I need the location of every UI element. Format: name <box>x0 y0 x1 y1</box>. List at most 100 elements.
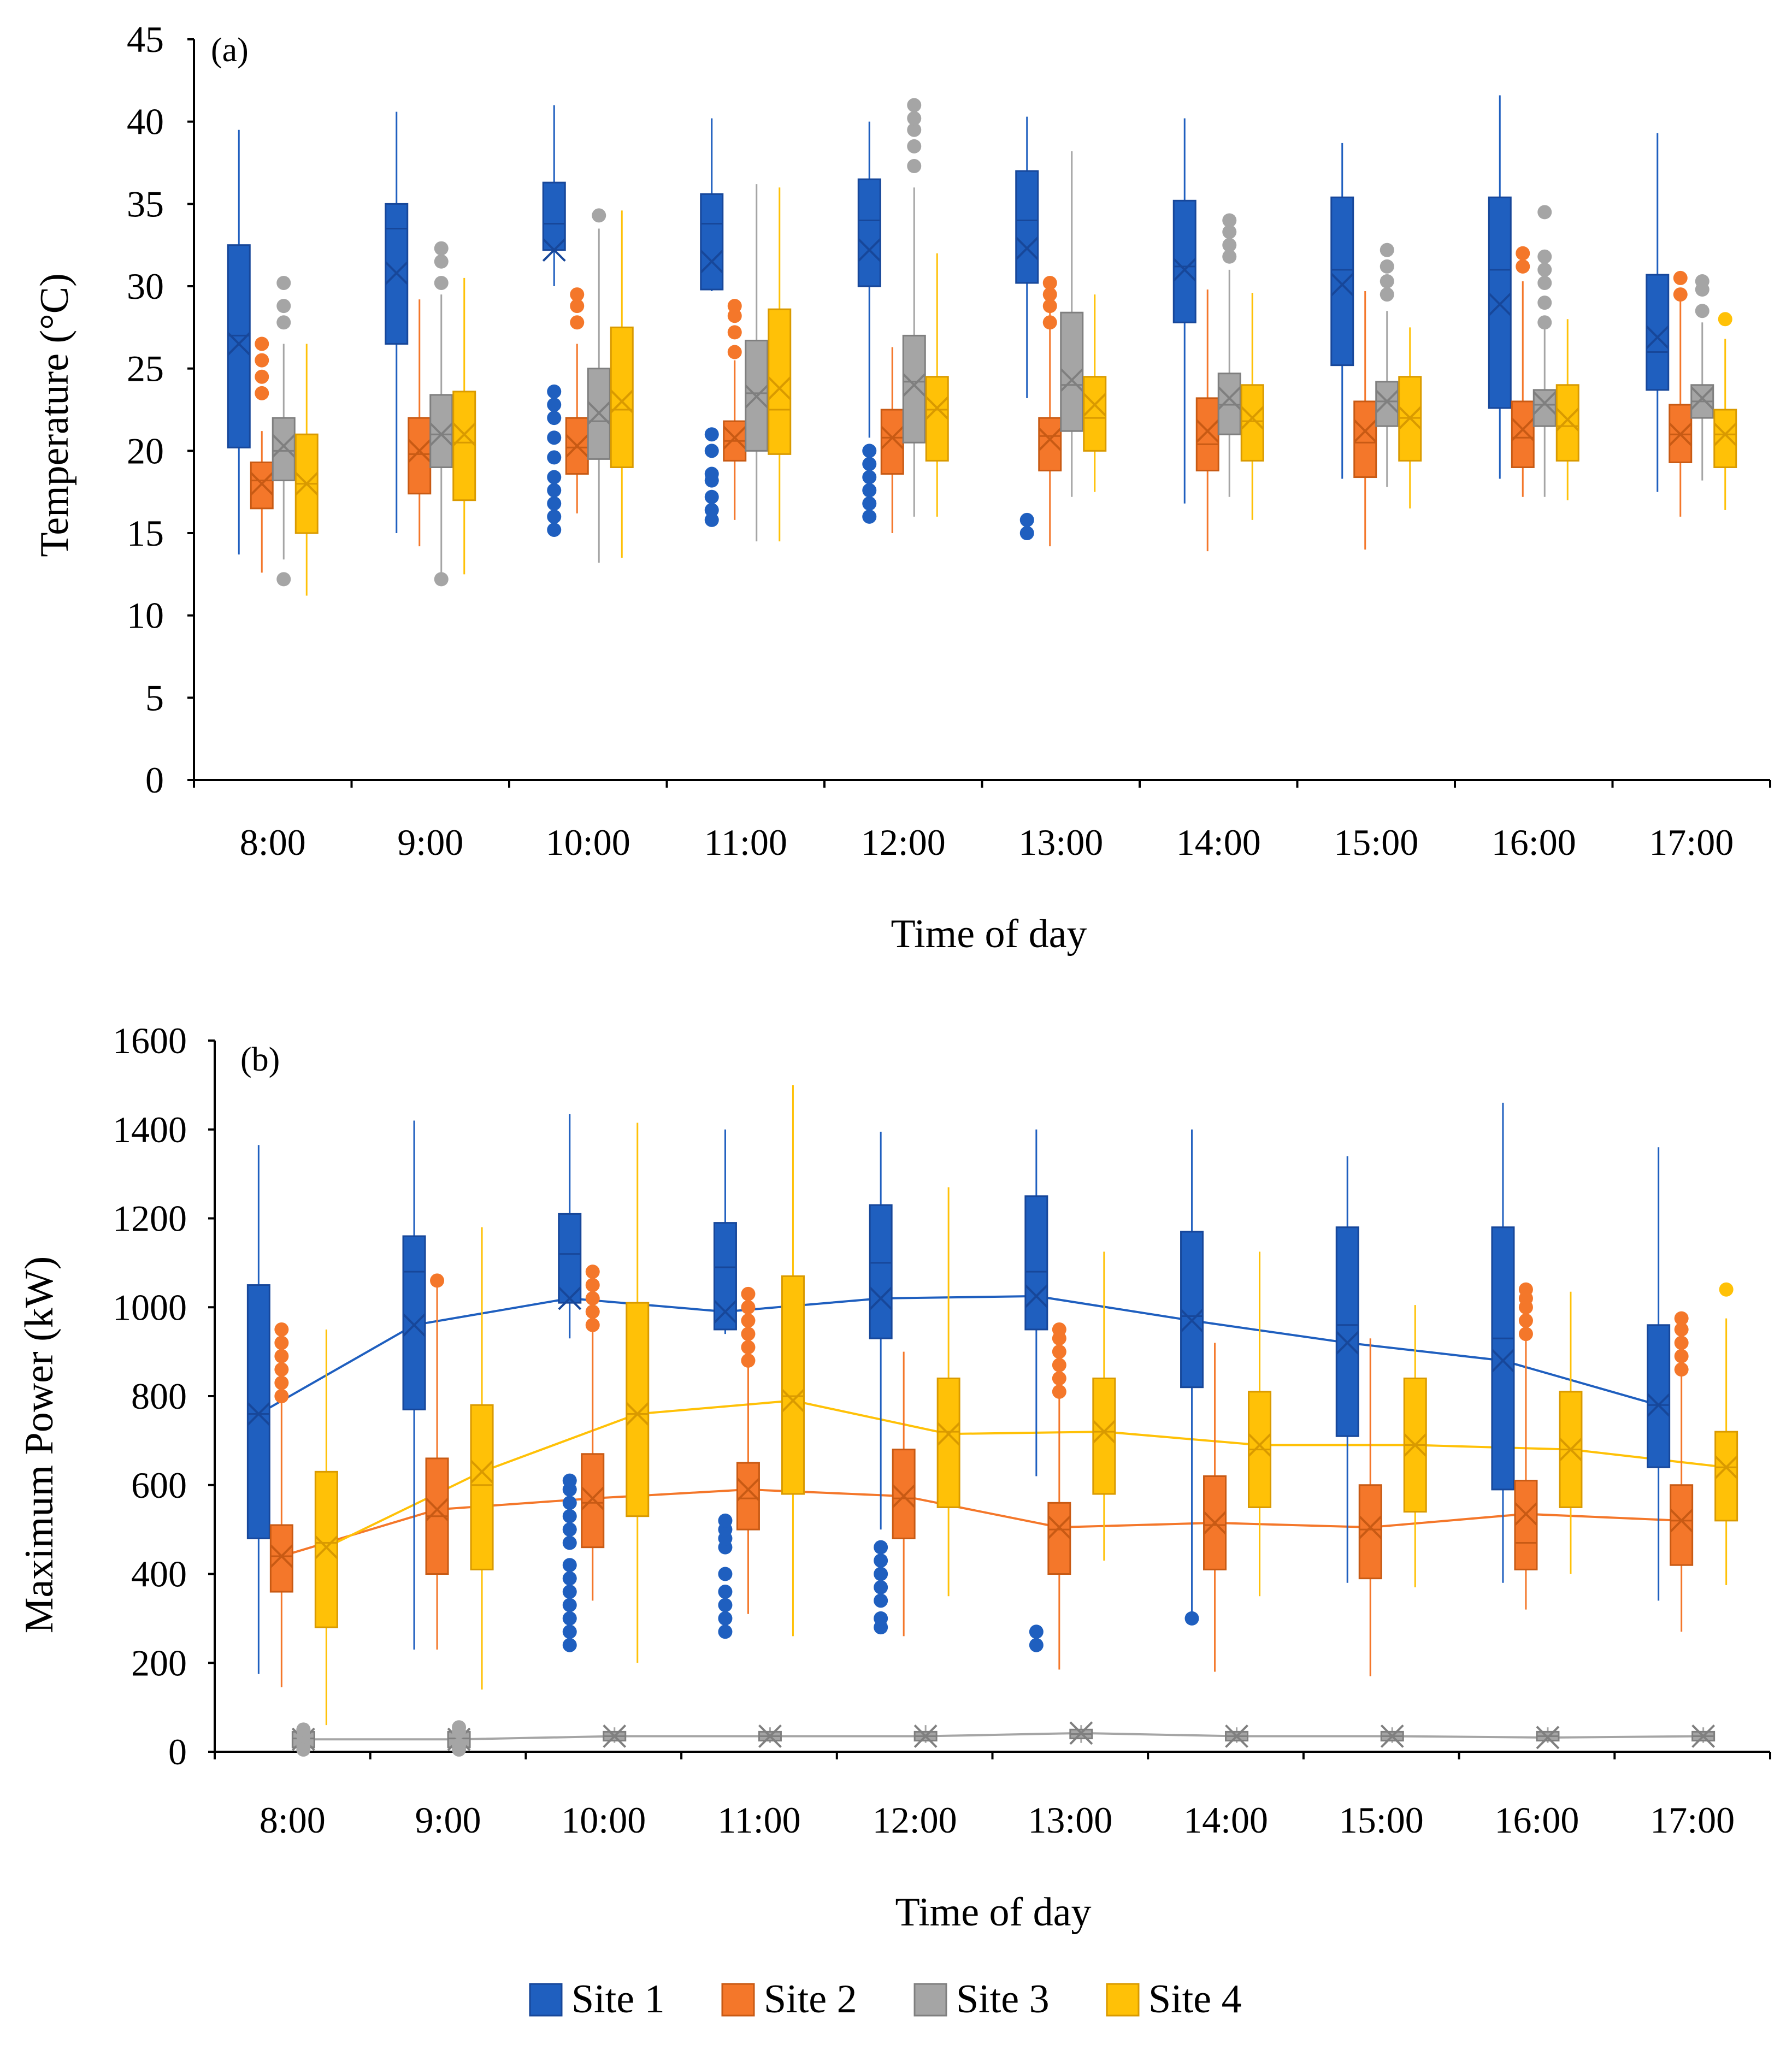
outlier-point <box>547 397 562 412</box>
outlier-point <box>1052 1371 1066 1386</box>
x-tick-label: 14:00 <box>1176 822 1261 863</box>
mean-marker <box>227 332 251 356</box>
outlier-point <box>704 489 719 504</box>
box <box>925 376 949 462</box>
y-tick-label: 1200 <box>113 1198 187 1239</box>
outlier-point <box>274 1375 289 1390</box>
panel-label-a: (a) <box>211 32 249 69</box>
mean-marker <box>1195 419 1219 443</box>
outlier-point <box>1052 1322 1066 1337</box>
outlier-point <box>1380 274 1394 288</box>
outlier-point <box>434 275 449 290</box>
outlier-point <box>741 1327 756 1342</box>
mean-marker <box>1172 258 1196 282</box>
outlier-point <box>562 1598 577 1612</box>
x-tick-label: 9:00 <box>415 1799 481 1841</box>
box <box>902 334 926 444</box>
outlier-point <box>1537 315 1552 330</box>
x-tick-label: 8:00 <box>260 1799 326 1841</box>
legend-label-site-2: Site 2 <box>764 1977 857 2022</box>
mean-marker <box>857 238 881 262</box>
mean-marker <box>1491 1349 1515 1373</box>
outlier-point <box>1674 1336 1689 1350</box>
outlier-point <box>434 572 449 587</box>
outlier-point <box>547 522 562 537</box>
outlier-point <box>718 1513 733 1528</box>
outlier-point <box>276 572 291 587</box>
outlier-point <box>255 353 269 368</box>
outlier-point <box>704 503 719 517</box>
outlier-point <box>1719 1282 1734 1297</box>
outlier-point <box>585 1265 600 1279</box>
legend-item-site-1: Site 1 <box>529 1977 665 2022</box>
mean-marker <box>1217 386 1241 410</box>
outlier-point <box>296 1722 311 1737</box>
outlier-point <box>1042 275 1057 290</box>
y-tick-label: 1400 <box>113 1109 187 1150</box>
y-tick-label: 800 <box>131 1375 187 1417</box>
box <box>314 1470 338 1628</box>
legend-swatch-site-2 <box>721 1983 755 2017</box>
outlier-point <box>1537 275 1552 290</box>
mean-marker <box>880 426 904 450</box>
outlier-point <box>562 1558 577 1573</box>
mean-marker <box>1047 1515 1071 1539</box>
outlier-point <box>276 275 291 290</box>
mean-marker <box>913 1724 938 1748</box>
box <box>227 244 251 448</box>
mean-marker <box>1647 1393 1671 1417</box>
outlier-point <box>547 470 562 485</box>
outlier-point <box>907 122 922 137</box>
outlier-point <box>570 287 585 302</box>
y-tick-label: 35 <box>127 183 164 225</box>
outlier-point <box>1052 1358 1066 1373</box>
legend-item-site-3: Site 3 <box>913 1977 1050 2022</box>
box <box>558 1213 582 1304</box>
outlier-point <box>547 430 562 445</box>
outlier-point <box>562 1585 577 1599</box>
outlier-point <box>1042 299 1057 314</box>
mean-marker <box>902 373 926 397</box>
box <box>246 1284 270 1539</box>
outlier-point <box>741 1340 756 1355</box>
outlier-point <box>1052 1384 1066 1399</box>
outlier-point <box>562 1509 577 1523</box>
box <box>1713 409 1737 468</box>
outlier-point <box>718 1585 733 1599</box>
series-site-1 <box>227 95 1670 555</box>
mean-marker <box>1353 419 1377 443</box>
outlier-point <box>727 325 742 340</box>
box <box>1555 384 1579 462</box>
box <box>700 193 724 291</box>
series-site-4 <box>314 1085 1738 1726</box>
box <box>1217 373 1241 435</box>
box <box>1092 1377 1116 1495</box>
x-tick-label: 12:00 <box>861 822 946 863</box>
box <box>1488 196 1512 409</box>
outlier-point <box>1019 526 1034 540</box>
x-tick-label: 13:00 <box>1018 822 1103 863</box>
outlier-point <box>1537 249 1552 264</box>
outlier-point <box>1537 296 1552 310</box>
mean-marker <box>587 401 611 425</box>
box <box>1491 1226 1515 1491</box>
mean-marker <box>429 422 453 446</box>
mean-marker <box>246 1402 270 1426</box>
mean-marker <box>768 376 792 400</box>
outlier-point <box>874 1611 888 1626</box>
box <box>1195 397 1219 471</box>
box <box>581 1453 605 1549</box>
box <box>1180 1231 1204 1389</box>
box <box>1240 384 1264 462</box>
series-site-3 <box>272 98 1714 587</box>
outlier-point <box>1518 1313 1533 1328</box>
box <box>1083 376 1107 452</box>
outlier-point <box>274 1349 289 1363</box>
outlier-point <box>276 299 291 314</box>
box <box>452 391 476 501</box>
mean-marker <box>1511 417 1535 441</box>
outlier-point <box>1042 287 1057 302</box>
legend-swatch-site-4 <box>1106 1983 1140 2017</box>
outlier-point <box>255 369 269 384</box>
box <box>1015 170 1039 284</box>
